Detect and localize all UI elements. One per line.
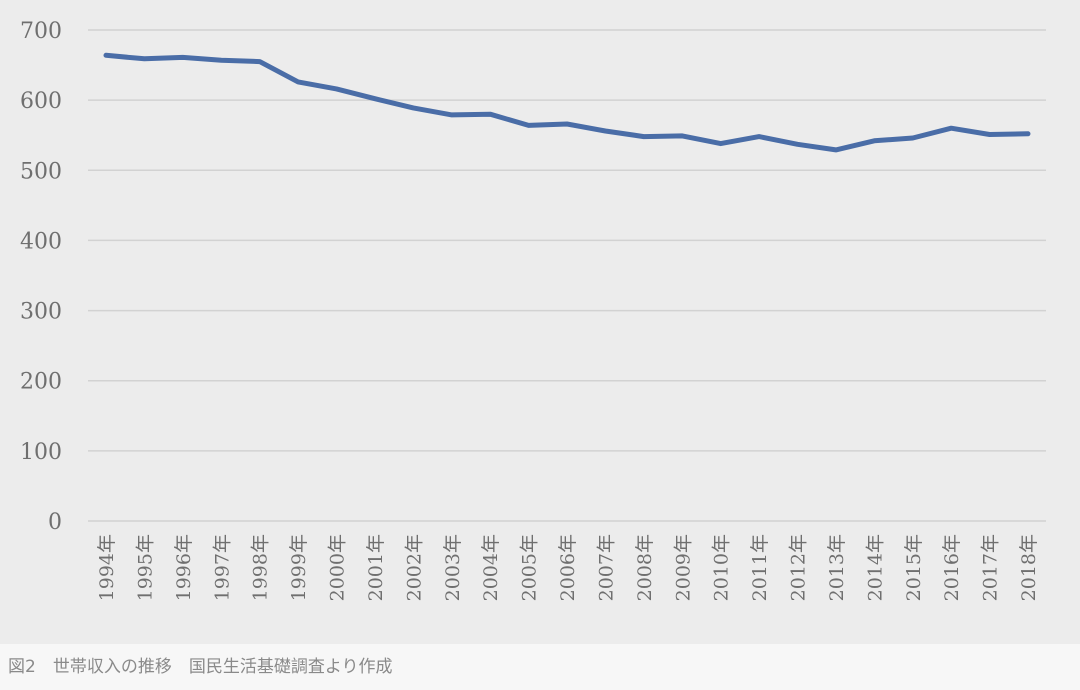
y-tick-label: 300	[20, 300, 62, 325]
x-tick-label: 1996年	[173, 534, 195, 601]
chart-panel: 0 100 200 300 400 500 600 700 1994年 1995年 1996年 19…	[0, 0, 1080, 644]
data-point	[987, 132, 993, 138]
data-point	[103, 52, 109, 58]
gridlines	[88, 29, 1046, 522]
x-tick-label: 2007年	[595, 534, 617, 601]
data-point	[449, 112, 455, 118]
x-tick-label: 2011年	[749, 534, 771, 601]
x-tick-label: 2008年	[634, 534, 656, 601]
y-tick-label: 200	[20, 370, 62, 395]
data-point	[141, 56, 147, 62]
x-tick-label: 2009年	[672, 534, 694, 601]
x-tick-label: 2013年	[826, 534, 848, 601]
x-tick-label: 2002年	[403, 534, 425, 601]
data-point	[833, 147, 839, 153]
y-tick-label: 700	[20, 19, 62, 44]
x-tick-label: 2005年	[519, 534, 541, 601]
x-tick-label: 1998年	[250, 534, 272, 601]
x-tick-label: 1997年	[211, 534, 233, 601]
x-tick-label: 1995年	[134, 534, 156, 601]
x-tick-label: 2003年	[442, 534, 464, 601]
y-axis-tick-labels: 0 100 200 300 400 500 600 700	[20, 19, 62, 535]
data-point	[641, 134, 647, 140]
data-point	[410, 105, 416, 111]
x-tick-label: 2014年	[864, 534, 886, 601]
x-tick-label: 2018年	[1018, 534, 1040, 601]
y-tick-label: 100	[20, 440, 62, 465]
x-tick-label: 2016年	[941, 534, 963, 601]
data-point	[257, 59, 263, 65]
data-point	[948, 125, 954, 131]
x-tick-label: 1994年	[96, 534, 118, 601]
data-point	[180, 54, 186, 60]
x-axis-tick-labels: 1994年 1995年 1996年 1997年 1998年 1999年 2000年 2001年…	[96, 534, 1040, 601]
x-tick-label: 2006年	[557, 534, 579, 601]
x-tick-label: 2000年	[327, 534, 349, 601]
x-tick-label: 2012年	[788, 534, 810, 601]
series-layer	[103, 52, 1031, 153]
series-line	[103, 52, 1031, 153]
x-tick-label: 2015年	[903, 534, 925, 601]
y-tick-label: 500	[20, 159, 62, 184]
data-point	[526, 122, 532, 128]
x-tick-label: 2004年	[480, 534, 502, 601]
data-point	[602, 128, 608, 134]
x-tick-label: 1999年	[288, 534, 310, 601]
x-tick-label: 2001年	[365, 534, 387, 601]
y-tick-label: 0	[48, 510, 62, 535]
x-tick-label: 2017年	[980, 534, 1002, 601]
data-point	[795, 141, 801, 147]
data-point	[564, 121, 570, 127]
data-point	[334, 86, 340, 92]
data-point	[718, 141, 724, 147]
data-point	[679, 133, 685, 139]
data-point	[372, 96, 378, 102]
data-point	[218, 57, 224, 63]
data-point	[1025, 131, 1031, 137]
x-tick-label: 2010年	[711, 534, 733, 601]
figure-caption: 図2 世帯収入の推移 国民生活基礎調査より作成	[8, 657, 393, 677]
data-point	[487, 111, 493, 117]
y-tick-label: 400	[20, 229, 62, 254]
data-point	[756, 134, 762, 140]
data-point	[871, 138, 877, 144]
data-point	[910, 135, 916, 141]
y-tick-label: 600	[20, 89, 62, 114]
data-point	[295, 79, 301, 85]
